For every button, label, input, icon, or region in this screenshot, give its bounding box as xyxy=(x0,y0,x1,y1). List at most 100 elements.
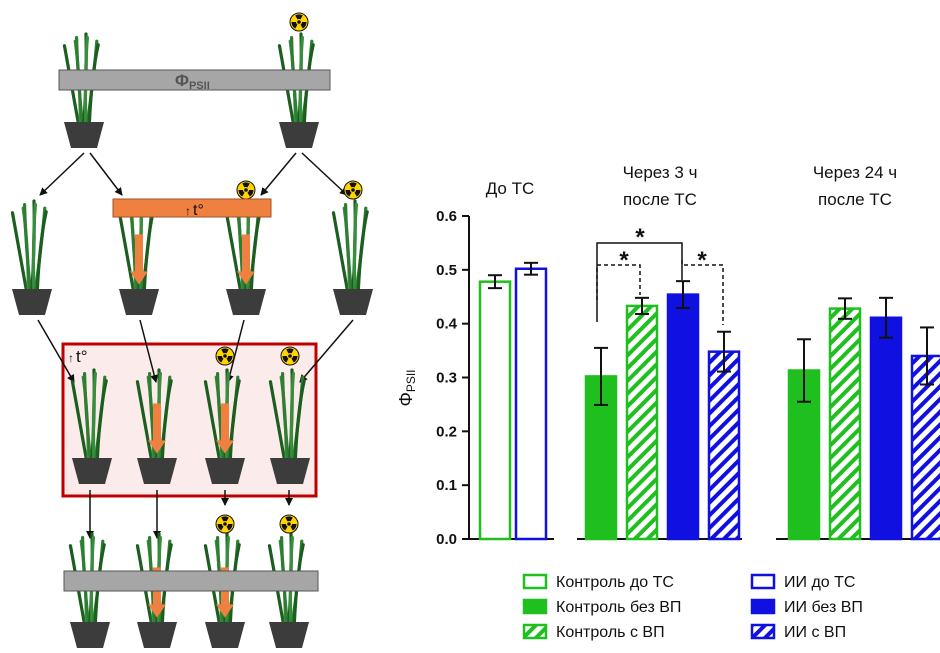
leaf xyxy=(35,210,48,291)
leaf xyxy=(344,203,353,291)
legend-swatch xyxy=(750,573,776,590)
heat-arrow-head xyxy=(216,604,234,618)
plant xyxy=(62,32,104,148)
pot xyxy=(64,122,104,148)
pot xyxy=(205,622,245,648)
leaf xyxy=(23,203,32,291)
radiation-icon xyxy=(236,180,256,200)
group-title: До ТС xyxy=(486,179,535,198)
y-tick-label: 0.2 xyxy=(436,423,457,440)
bar-chart: До ТС Через 3 ч после ТС Через 24 ч посл… xyxy=(396,163,940,641)
pot xyxy=(72,458,112,484)
pot xyxy=(70,622,110,648)
pot xyxy=(226,289,266,315)
group-title: после ТС xyxy=(623,190,697,209)
plants-layer xyxy=(10,12,373,648)
bar xyxy=(666,293,700,541)
pot xyxy=(119,289,159,315)
significance-star: * xyxy=(619,247,629,274)
heat-arrow-head xyxy=(130,271,148,285)
bar xyxy=(514,267,548,541)
legend-label: Контроль без ВП xyxy=(556,599,681,616)
legend: Контроль до ТС Контроль без ВП Контроль … xyxy=(522,573,863,641)
y-tick-label: 0.4 xyxy=(436,316,458,333)
plant xyxy=(70,368,112,484)
measurement-label: ΦPSII xyxy=(175,71,210,92)
y-axis-label: ΦPSII xyxy=(396,369,418,406)
pot xyxy=(269,622,309,648)
pot xyxy=(12,289,52,315)
y-tick-label: 0.5 xyxy=(436,262,457,279)
leaf xyxy=(95,379,108,460)
y-tick-label: 0.1 xyxy=(436,477,457,494)
up-arrow-icon: ↑ xyxy=(68,351,74,365)
plant xyxy=(10,199,52,315)
radiation-icon xyxy=(215,346,235,366)
bar xyxy=(478,280,512,541)
leaf xyxy=(117,211,135,291)
heat-arrow-head xyxy=(148,604,166,618)
up-arrow-icon: ↑ xyxy=(185,204,191,218)
significance-star: * xyxy=(697,247,707,274)
plant xyxy=(268,368,310,484)
legend-label: ИИ без ВП xyxy=(784,599,863,616)
plant xyxy=(331,199,373,315)
leaf xyxy=(160,379,173,460)
plant xyxy=(277,32,319,148)
group-titles: До ТС Через 3 ч после ТС Через 24 ч посл… xyxy=(486,163,897,209)
heat-bar xyxy=(112,198,272,218)
leaf xyxy=(83,372,92,460)
heat-arrow-shaft xyxy=(221,403,229,444)
bar xyxy=(910,354,940,541)
leaf xyxy=(91,372,97,460)
pot xyxy=(279,122,319,148)
leaf xyxy=(293,379,306,460)
leaf xyxy=(10,211,28,291)
legend-label: Контроль с ВП xyxy=(556,624,665,641)
pot xyxy=(137,622,177,648)
measurement-bar-top xyxy=(58,69,331,91)
plant xyxy=(117,199,159,315)
leaf xyxy=(135,380,153,460)
heat-arrow-shaft xyxy=(135,234,143,275)
leaf xyxy=(142,210,155,291)
leaf xyxy=(31,203,37,291)
group-title: Через 3 ч xyxy=(623,163,698,182)
legend-swatch xyxy=(750,598,776,615)
pot xyxy=(137,458,177,484)
significance-brackets xyxy=(596,242,724,325)
bar xyxy=(625,304,659,541)
y-axis: 0.0 0.1 0.2 0.3 0.4 0.5 0.6 xyxy=(436,208,470,548)
y-ticks: 0.0 0.1 0.2 0.3 0.4 0.5 0.6 xyxy=(436,208,469,548)
y-tick-label: 0.3 xyxy=(436,370,457,387)
heat-label-frame: t° xyxy=(76,347,88,366)
leaf xyxy=(70,380,88,460)
group-title: после ТС xyxy=(818,190,892,209)
significance-star: * xyxy=(635,224,645,251)
radiation-icon xyxy=(289,12,309,32)
plant xyxy=(224,199,266,315)
leaf xyxy=(268,380,286,460)
leaf xyxy=(331,211,349,291)
legend-label: Контроль до ТС xyxy=(556,574,674,591)
legend-swatch xyxy=(522,623,548,640)
radiation-icon xyxy=(279,514,299,534)
leaf xyxy=(228,379,241,460)
pot xyxy=(205,458,245,484)
bar xyxy=(707,350,741,541)
radiation-icon xyxy=(280,346,300,366)
heat-arrow-head xyxy=(216,440,234,454)
connector-arrows xyxy=(37,152,354,539)
heat-arrow-head xyxy=(148,440,166,454)
leaf xyxy=(356,210,369,291)
bar xyxy=(828,307,862,541)
leaf xyxy=(281,372,290,460)
y-tick-label: 0.6 xyxy=(436,208,457,225)
pot xyxy=(270,458,310,484)
plant xyxy=(203,368,245,484)
heat-arrow-shaft xyxy=(242,234,250,275)
radiation-icon xyxy=(215,514,235,534)
leaf xyxy=(203,380,221,460)
